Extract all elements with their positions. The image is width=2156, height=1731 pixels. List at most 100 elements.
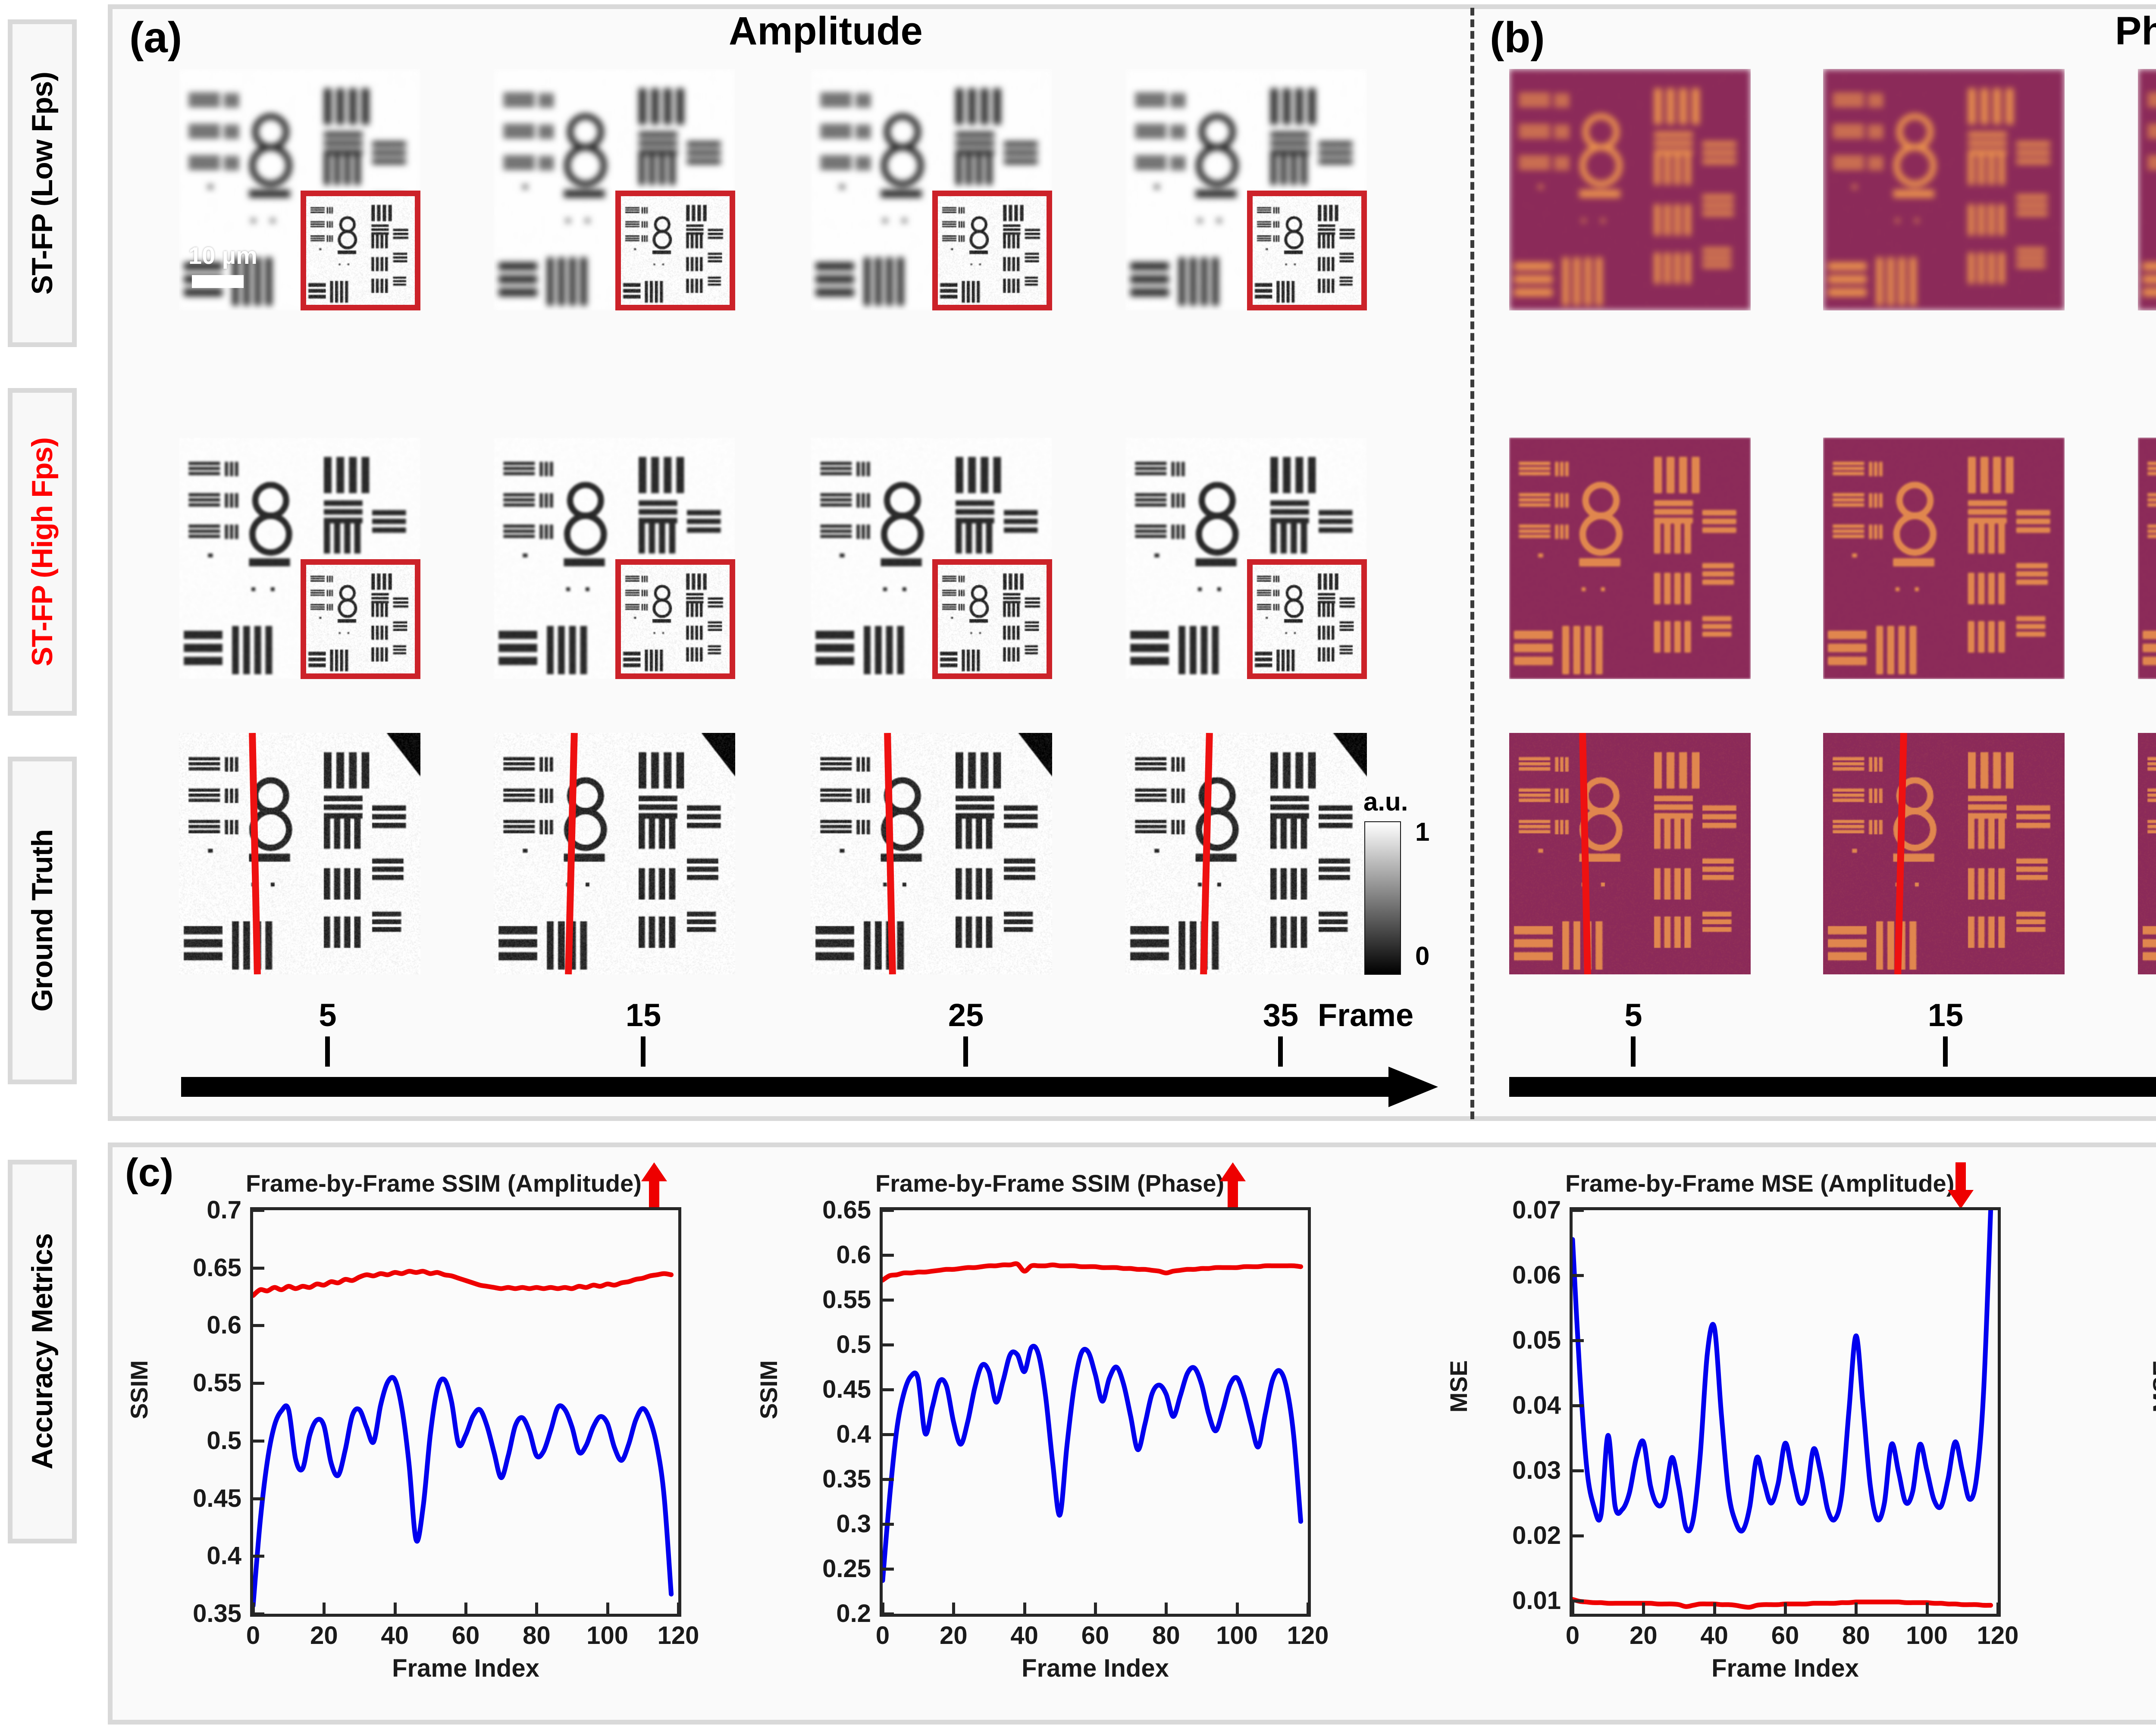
- usaf-target-image: [1823, 733, 2065, 974]
- zoom-inset-image: [1253, 565, 1361, 673]
- y-tickmark: [1573, 1339, 1584, 1342]
- y-tickmark: [883, 1478, 894, 1481]
- chart-title: Frame-by-Frame MSE (Amplitude): [1565, 1170, 1955, 1197]
- x-tick-label: 40: [1010, 1621, 1038, 1650]
- amplitude-tile-st-fp-low-fps-frame3: [1125, 69, 1367, 310]
- amplitude-tile-ground-truth-frame0: [179, 733, 420, 974]
- y-tick-label: 0.04: [1512, 1391, 1561, 1419]
- x-tick-label: 40: [1700, 1621, 1728, 1650]
- y-tickmark: [883, 1209, 894, 1212]
- amplitude-tile-st-fp-low-fps-frame2: [811, 69, 1052, 310]
- series-line: [883, 1261, 1304, 1283]
- usaf-target-image: [1823, 438, 2065, 679]
- x-tick-label: 100: [1906, 1621, 1948, 1650]
- frame-tick: [1943, 1036, 1948, 1067]
- row-label-text: Accuracy Metrics: [26, 1233, 59, 1470]
- y-tickmark: [253, 1439, 264, 1443]
- y-tick-label: 0.45: [193, 1484, 241, 1512]
- panel-c-tag: (c): [125, 1151, 174, 1195]
- y-tick-label: 0.7: [207, 1196, 241, 1224]
- zoom-inset-st-fp-low-fps-frame3: [1247, 191, 1367, 310]
- frame-axis-amplitude: 5 15 25 35 Frame: [181, 992, 1440, 1112]
- row-label-text: ST-FP (Low Fps): [26, 72, 59, 295]
- y-tickmark: [1573, 1469, 1584, 1472]
- x-tick-label: 20: [940, 1621, 968, 1650]
- x-tick-label: 80: [523, 1621, 551, 1650]
- frame-tick: [641, 1036, 646, 1067]
- y-tick-label: 0.4: [207, 1542, 241, 1570]
- y-tickmark: [883, 1523, 894, 1526]
- x-tick-label: 120: [1287, 1621, 1329, 1650]
- chart-ssim_phase: Frame-by-Frame SSIM (Phase) 0.2 0.25 0.3 0.3…: [755, 1160, 1337, 1716]
- x-tick-label: 60: [1771, 1621, 1799, 1650]
- x-tickmark: [1996, 1603, 1999, 1614]
- frame-tick: [1631, 1036, 1636, 1067]
- amplitude-tile-ground-truth-frame3: [1125, 733, 1367, 974]
- series-line: [1573, 1210, 1993, 1534]
- x-tick-label: 120: [1977, 1621, 2019, 1650]
- trend-arrow-down-icon: [1948, 1162, 1974, 1209]
- chart-series-svg: [883, 1261, 1304, 1583]
- x-axis-label: Frame Index: [1022, 1654, 1169, 1682]
- y-axis-label: SSIM: [125, 1360, 153, 1419]
- zoom-inset-st-fp-high-fps-frame3: [1247, 559, 1367, 679]
- panel-b-tag: (b): [1490, 13, 1545, 62]
- x-tickmark: [1855, 1603, 1858, 1614]
- frame-tick-label: 15: [625, 997, 661, 1033]
- zoom-inset-image: [306, 196, 415, 305]
- x-tickmark: [323, 1603, 326, 1614]
- phase-tile-st-fp-high-fps-frame0: [1509, 438, 1751, 679]
- usaf-target-image: [1125, 733, 1367, 974]
- x-tick-label: 60: [451, 1621, 480, 1650]
- amplitude-tile-st-fp-high-fps-frame2: [811, 438, 1052, 679]
- amplitude-colorbar: a.u. 1 0: [1363, 787, 1445, 976]
- amplitude-tile-st-fp-high-fps-frame0: [179, 438, 420, 679]
- y-tick-label: 0.55: [193, 1369, 241, 1397]
- x-tick-label: 40: [381, 1621, 409, 1650]
- chart-mse_amplitude: Frame-by-Frame MSE (Amplitude) 0.01 0.02 0.…: [1432, 1160, 2035, 1716]
- y-tick-label: 0.35: [822, 1465, 871, 1493]
- x-tick-label: 20: [1630, 1621, 1658, 1650]
- x-tick-label: 0: [875, 1621, 890, 1650]
- frame-axis-name: Frame: [1318, 997, 1414, 1033]
- usaf-target-image: [1509, 69, 1751, 310]
- phase-tile-ground-truth-frame1: [1823, 733, 2065, 974]
- row-label-ground-truth: Ground Truth: [8, 757, 77, 1084]
- x-tickmark: [606, 1603, 609, 1614]
- zoom-inset-image: [621, 196, 730, 305]
- x-tick-label: 20: [310, 1621, 338, 1650]
- trend-arrow-up-icon: [1219, 1162, 1246, 1209]
- x-axis-label: Frame Index: [392, 1654, 539, 1682]
- x-tickmark: [464, 1603, 467, 1614]
- y-tick-label: 0.6: [836, 1241, 871, 1269]
- phase-tile-ground-truth-frame0: [1509, 733, 1751, 974]
- y-axis-label: SSIM: [755, 1360, 782, 1419]
- x-tickmark: [952, 1603, 956, 1614]
- frame-tick-label: 5: [1624, 997, 1642, 1033]
- y-axis-label: MSE: [2148, 1360, 2156, 1413]
- colorbar-min-label: 0: [1415, 942, 1430, 970]
- x-tickmark: [1571, 1603, 1574, 1614]
- frame-tick: [325, 1036, 330, 1067]
- chart-plot-area: [1570, 1207, 2001, 1617]
- x-tickmark: [677, 1603, 680, 1614]
- x-tick-label: 0: [1565, 1621, 1580, 1650]
- frame-tick: [963, 1036, 968, 1067]
- chart-series-svg: [1573, 1210, 1993, 1610]
- zoom-inset-image: [306, 565, 415, 673]
- panel-divider: [1470, 8, 1474, 1119]
- phase-tile-st-fp-high-fps-frame1: [1823, 438, 2065, 679]
- zoom-inset-st-fp-high-fps-frame1: [615, 559, 735, 679]
- y-tickmark: [883, 1612, 894, 1615]
- amplitude-tile-st-fp-low-fps-frame1: [494, 69, 735, 310]
- usaf-target-image: [2138, 69, 2156, 310]
- usaf-target-image: [1509, 733, 1751, 974]
- y-tick-label: 0.25: [822, 1555, 871, 1583]
- chart-plot-area: [250, 1207, 681, 1617]
- zoom-inset-image: [1253, 196, 1361, 305]
- x-tickmark: [393, 1603, 397, 1614]
- frame-axis-arrow: [181, 1067, 1438, 1107]
- zoom-inset-image: [938, 565, 1047, 673]
- x-tick-label: 80: [1152, 1621, 1180, 1650]
- usaf-target-image: [494, 733, 735, 974]
